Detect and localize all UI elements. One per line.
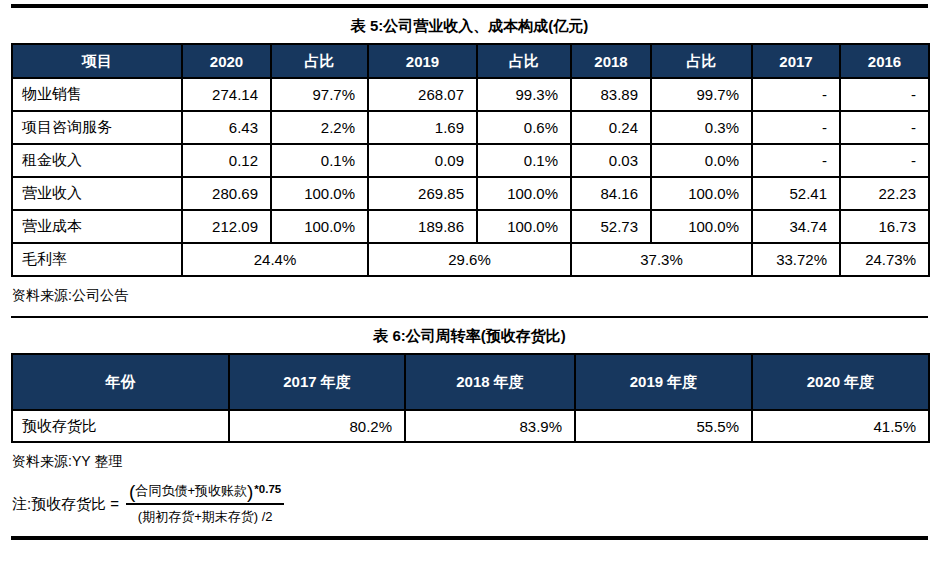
table5-header-share-2019: 占比 <box>477 44 571 78</box>
cell-value: 0.09 <box>368 144 477 177</box>
cell-value: 83.89 <box>571 78 651 111</box>
row-label: 预收存货比 <box>12 410 229 442</box>
cell-value: 84.16 <box>571 177 651 210</box>
cell-value: 16.73 <box>840 210 929 243</box>
table6-header-2018: 2018 年度 <box>405 354 575 410</box>
cell-value: 269.85 <box>368 177 477 210</box>
table5-header-row: 项目 2020 占比 2019 占比 2018 占比 2017 2016 <box>12 44 929 78</box>
cell-value: 0.0% <box>651 144 752 177</box>
ratio-2019: 55.5% <box>575 410 752 442</box>
right-paren: ) <box>247 485 253 498</box>
table5-header-2019: 2019 <box>368 44 477 78</box>
cell-value: - <box>752 111 840 144</box>
cell-value: 0.12 <box>182 144 271 177</box>
table6-source: 资料来源:YY 整理 <box>12 453 928 471</box>
cell-value: - <box>840 78 929 111</box>
numerator-factor: *0.75 <box>254 483 281 495</box>
row-label: 物业销售 <box>12 78 182 111</box>
table6-header-2020: 2020 年度 <box>752 354 929 410</box>
cell-value: 100.0% <box>271 177 368 210</box>
bottom-rule <box>11 536 928 540</box>
cell-value: 22.23 <box>840 177 929 210</box>
table5-header-item: 项目 <box>12 44 182 78</box>
table6-header-2017: 2017 年度 <box>229 354 405 410</box>
cell-value: - <box>840 144 929 177</box>
cell-value: 0.03 <box>571 144 651 177</box>
cell-value: 0.6% <box>477 111 571 144</box>
left-paren: ( <box>129 485 135 498</box>
cell-value: 100.0% <box>651 177 752 210</box>
row-label: 项目咨询服务 <box>12 111 182 144</box>
fraction-numerator: (合同负债+预收账款)*0.75 <box>126 482 284 505</box>
gross-margin-row: 毛利率 24.4% 29.6% 37.3% 33.72% 24.73% <box>12 243 929 276</box>
ratio-2017: 80.2% <box>229 410 405 442</box>
cell-value: 34.74 <box>752 210 840 243</box>
table5-header-2020: 2020 <box>182 44 271 78</box>
table-row: 营业收入 280.69 100.0% 269.85 100.0% 84.16 1… <box>12 177 929 210</box>
table6-title: 表 6:公司周转率(预收存货比) <box>11 327 928 346</box>
cell-value: 2.2% <box>271 111 368 144</box>
footnote-prefix: 注:预收存货比 = <box>12 495 119 514</box>
ratio-2020: 41.5% <box>752 410 929 442</box>
cell-value: 100.0% <box>477 177 571 210</box>
row-label: 营业成本 <box>12 210 182 243</box>
table-row: 预收存货比 80.2% 83.9% 55.5% 41.5% <box>12 410 929 442</box>
table5-header-share-2020: 占比 <box>271 44 368 78</box>
cell-value: 99.3% <box>477 78 571 111</box>
report-page: 表 5:公司营业收入、成本构成(亿元) 项目 2020 占比 2019 占比 2… <box>11 4 928 540</box>
row-label: 毛利率 <box>12 243 182 276</box>
table-row: 营业成本 212.09 100.0% 189.86 100.0% 52.73 1… <box>12 210 929 243</box>
cell-value: 280.69 <box>182 177 271 210</box>
top-rule <box>11 4 928 8</box>
cell-value: 0.3% <box>651 111 752 144</box>
table6-header-row: 年份 2017 年度 2018 年度 2019 年度 2020 年度 <box>12 354 929 410</box>
cell-value: - <box>752 144 840 177</box>
row-label: 营业收入 <box>12 177 182 210</box>
cell-value: 1.69 <box>368 111 477 144</box>
table6-turnover: 年份 2017 年度 2018 年度 2019 年度 2020 年度 预收存货比… <box>11 353 930 443</box>
cell-value: 268.07 <box>368 78 477 111</box>
table-row: 物业销售 274.14 97.7% 268.07 99.3% 83.89 99.… <box>12 78 929 111</box>
gross-margin-2017: 33.72% <box>752 243 840 276</box>
gross-margin-2016: 24.73% <box>840 243 929 276</box>
numerator-text: 合同负债+预收账款 <box>135 482 247 500</box>
cell-value: 212.09 <box>182 210 271 243</box>
table5-header-2018: 2018 <box>571 44 651 78</box>
row-label: 租金收入 <box>12 144 182 177</box>
table5-header-share-2018: 占比 <box>651 44 752 78</box>
cell-value: - <box>752 78 840 111</box>
table5-source: 资料来源:公司公告 <box>12 287 928 305</box>
cell-value: 0.1% <box>477 144 571 177</box>
cell-value: 274.14 <box>182 78 271 111</box>
cell-value: 189.86 <box>368 210 477 243</box>
table-row: 项目咨询服务 6.43 2.2% 1.69 0.6% 0.24 0.3% - - <box>12 111 929 144</box>
cell-value: 0.1% <box>271 144 368 177</box>
cell-value: - <box>840 111 929 144</box>
table6-header-year: 年份 <box>12 354 229 410</box>
cell-value: 100.0% <box>271 210 368 243</box>
ratio-2018: 83.9% <box>405 410 575 442</box>
cell-value: 52.41 <box>752 177 840 210</box>
gross-margin-2019: 29.6% <box>368 243 571 276</box>
table5-revenue-cost: 项目 2020 占比 2019 占比 2018 占比 2017 2016 物业销… <box>11 43 930 277</box>
table5-header-2017: 2017 <box>752 44 840 78</box>
footnote-formula: 注:预收存货比 = (合同负债+预收账款)*0.75 (期初存货+期末存货) /… <box>12 482 928 526</box>
gross-margin-2020: 24.4% <box>182 243 368 276</box>
cell-value: 6.43 <box>182 111 271 144</box>
gross-margin-2018: 37.3% <box>571 243 752 276</box>
formula-fraction: (合同负债+预收账款)*0.75 (期初存货+期末存货) /2 <box>126 482 284 526</box>
table6-header-2019: 2019 年度 <box>575 354 752 410</box>
fraction-denominator: (期初存货+期末存货) /2 <box>138 505 273 526</box>
cell-value: 97.7% <box>271 78 368 111</box>
section-divider <box>11 316 928 318</box>
cell-value: 100.0% <box>477 210 571 243</box>
cell-value: 100.0% <box>651 210 752 243</box>
cell-value: 52.73 <box>571 210 651 243</box>
table5-header-2016: 2016 <box>840 44 929 78</box>
table5-title: 表 5:公司营业收入、成本构成(亿元) <box>11 17 928 36</box>
cell-value: 99.7% <box>651 78 752 111</box>
cell-value: 0.24 <box>571 111 651 144</box>
table-row: 租金收入 0.12 0.1% 0.09 0.1% 0.03 0.0% - - <box>12 144 929 177</box>
